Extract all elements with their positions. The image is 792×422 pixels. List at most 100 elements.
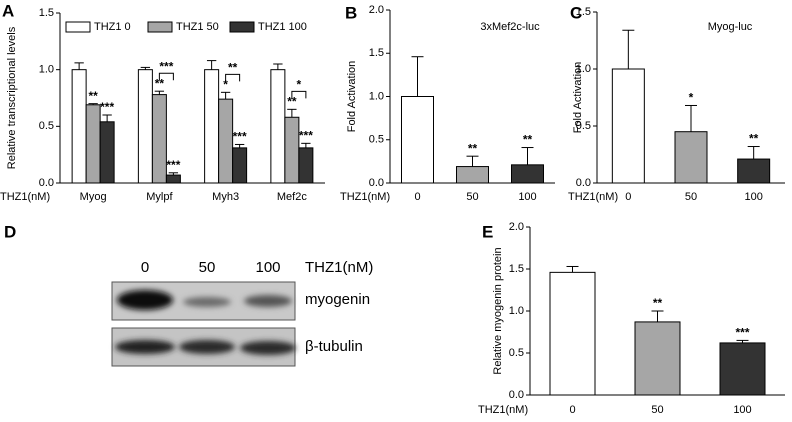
bar bbox=[737, 158, 771, 184]
significance: *** bbox=[233, 130, 247, 144]
x-axis-label: THZ1(nM) bbox=[0, 191, 50, 203]
y-tick-label: 1.0 bbox=[576, 63, 591, 75]
x-axis-label: THZ1(nM) bbox=[478, 404, 528, 416]
significance: * bbox=[689, 91, 694, 105]
row-label: β-tubulin bbox=[305, 338, 363, 355]
x-tick-label: 50 bbox=[685, 191, 697, 203]
significance: ** bbox=[523, 133, 533, 147]
blot-panel: D 0 50 100 THZ1(nM) myogenin β-tubulin bbox=[4, 222, 373, 367]
legend-swatch bbox=[147, 21, 173, 33]
y-tick-label: 1.5 bbox=[509, 263, 524, 275]
bar bbox=[549, 271, 596, 396]
lane-label: 0 bbox=[141, 259, 149, 276]
significance: ** bbox=[155, 76, 165, 90]
y-tick-label: 0.0 bbox=[39, 177, 54, 189]
significance: ** bbox=[468, 141, 478, 155]
x-tick-label: 100 bbox=[733, 404, 751, 416]
x-tick-label: Mef2c bbox=[277, 191, 307, 203]
bar bbox=[204, 69, 220, 184]
panel-label: D bbox=[4, 222, 16, 241]
x-tick-label: 0 bbox=[625, 191, 631, 203]
bar bbox=[232, 147, 248, 184]
x-tick-label: 0 bbox=[414, 191, 420, 203]
bar bbox=[284, 116, 300, 184]
bracket bbox=[291, 90, 307, 99]
y-tick-label: 1.5 bbox=[39, 7, 54, 19]
bar bbox=[511, 164, 544, 184]
y-tick-label: 2.0 bbox=[369, 4, 384, 16]
y-tick-label: 0.5 bbox=[369, 134, 384, 146]
bracket-label: * bbox=[297, 78, 302, 92]
y-tick-label: 1.5 bbox=[369, 47, 384, 59]
legend-label: THZ1 0 bbox=[94, 21, 131, 33]
bar bbox=[298, 147, 314, 184]
x-axis-label: THZ1(nM) bbox=[340, 191, 390, 203]
x-axis-label: THZ1(nM) bbox=[568, 191, 618, 203]
bar bbox=[99, 121, 115, 184]
lane-label: 50 bbox=[199, 259, 216, 276]
x-tick-label: Myh3 bbox=[212, 191, 239, 203]
significance: *** bbox=[735, 326, 749, 340]
x-tick-label: 100 bbox=[518, 191, 536, 203]
panel-label: E bbox=[482, 222, 493, 241]
bands bbox=[115, 290, 296, 355]
significance: ** bbox=[749, 132, 759, 146]
bar bbox=[85, 104, 101, 184]
y-tick-label: 2.0 bbox=[509, 221, 524, 233]
subtitle: 3xMef2c-luc bbox=[480, 21, 540, 33]
x-tick-label: Myog bbox=[80, 191, 107, 203]
bar bbox=[401, 96, 434, 184]
y-tick-label: 0.5 bbox=[39, 120, 54, 132]
row-label: myogenin bbox=[305, 291, 370, 308]
bar bbox=[137, 69, 153, 184]
y-tick-label: 0.5 bbox=[576, 120, 591, 132]
x-tick-label: Mylpf bbox=[146, 191, 173, 203]
y-tick-label: 0.0 bbox=[576, 177, 591, 189]
legend-label: THZ1 50 bbox=[176, 21, 219, 33]
y-tick-label: 0.0 bbox=[369, 177, 384, 189]
y-tick-label: 1.0 bbox=[369, 90, 384, 102]
x-tick-label: 100 bbox=[744, 191, 762, 203]
bracket-label: *** bbox=[159, 59, 173, 73]
bar bbox=[270, 69, 286, 184]
legend-label: THZ1 100 bbox=[258, 21, 307, 33]
significance: *** bbox=[299, 129, 313, 143]
bar bbox=[151, 94, 167, 184]
y-tick-label: 0.0 bbox=[509, 389, 524, 401]
bar bbox=[719, 342, 766, 396]
panel-label: C bbox=[570, 3, 582, 22]
y-axis-label: Relative myogenin protein bbox=[492, 247, 504, 374]
x-tick-label: 50 bbox=[651, 404, 663, 416]
unit-label: THZ1(nM) bbox=[305, 259, 373, 276]
y-tick-label: 1.0 bbox=[509, 305, 524, 317]
panel-label: A bbox=[2, 1, 14, 20]
x-tick-label: 50 bbox=[466, 191, 478, 203]
significance: *** bbox=[100, 100, 114, 114]
y-tick-label: 0.5 bbox=[509, 347, 524, 359]
bracket bbox=[158, 72, 174, 81]
subtitle: Myog-luc bbox=[708, 21, 753, 33]
y-axis-label: Fold Activation bbox=[572, 62, 584, 134]
legend-swatch bbox=[65, 21, 91, 33]
x-tick-label: 0 bbox=[569, 404, 575, 416]
y-axis-label: Fold Activation bbox=[346, 61, 358, 133]
bar bbox=[165, 174, 181, 184]
lane-label: 100 bbox=[255, 259, 280, 276]
significance: *** bbox=[166, 158, 180, 172]
bar bbox=[456, 166, 489, 184]
panel-label: B bbox=[345, 3, 357, 22]
significance: ** bbox=[88, 89, 98, 103]
bar bbox=[674, 131, 708, 184]
significance: * bbox=[223, 78, 228, 92]
legend-swatch bbox=[229, 21, 255, 33]
bar bbox=[634, 321, 681, 396]
bracket bbox=[225, 73, 241, 82]
bar bbox=[71, 69, 87, 184]
significance: ** bbox=[287, 95, 297, 109]
y-tick-label: 1.0 bbox=[39, 64, 54, 76]
significance: ** bbox=[653, 296, 663, 310]
bar bbox=[611, 68, 645, 184]
bar bbox=[218, 98, 234, 184]
y-axis-label: Relative transcriptional levels bbox=[6, 26, 18, 169]
